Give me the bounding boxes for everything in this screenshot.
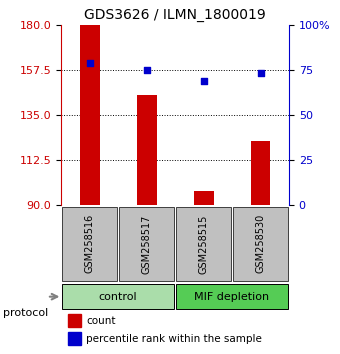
Bar (68, 332, 81, 345)
Bar (251, 141, 271, 205)
Text: GSM258517: GSM258517 (142, 214, 152, 274)
FancyBboxPatch shape (62, 207, 117, 281)
Text: control: control (99, 292, 137, 302)
Text: MIF depletion: MIF depletion (194, 292, 270, 302)
FancyBboxPatch shape (176, 207, 231, 281)
Text: GSM258516: GSM258516 (85, 214, 95, 273)
Text: GSM258530: GSM258530 (256, 214, 266, 273)
Point (258, 71, 263, 76)
Bar (137, 95, 157, 205)
FancyBboxPatch shape (233, 207, 288, 281)
Point (87, 60, 92, 65)
Text: GSM258515: GSM258515 (199, 214, 208, 274)
Text: count: count (86, 316, 116, 326)
Bar (193, 191, 214, 205)
Title: GDS3626 / ILMN_1800019: GDS3626 / ILMN_1800019 (84, 8, 266, 22)
FancyBboxPatch shape (176, 284, 288, 309)
Point (144, 67, 149, 73)
Bar (80, 25, 100, 205)
FancyBboxPatch shape (62, 284, 174, 309)
Text: protocol: protocol (3, 308, 49, 318)
Bar (68, 314, 81, 327)
Text: percentile rank within the sample: percentile rank within the sample (86, 334, 262, 344)
Point (201, 78, 206, 84)
FancyBboxPatch shape (119, 207, 174, 281)
